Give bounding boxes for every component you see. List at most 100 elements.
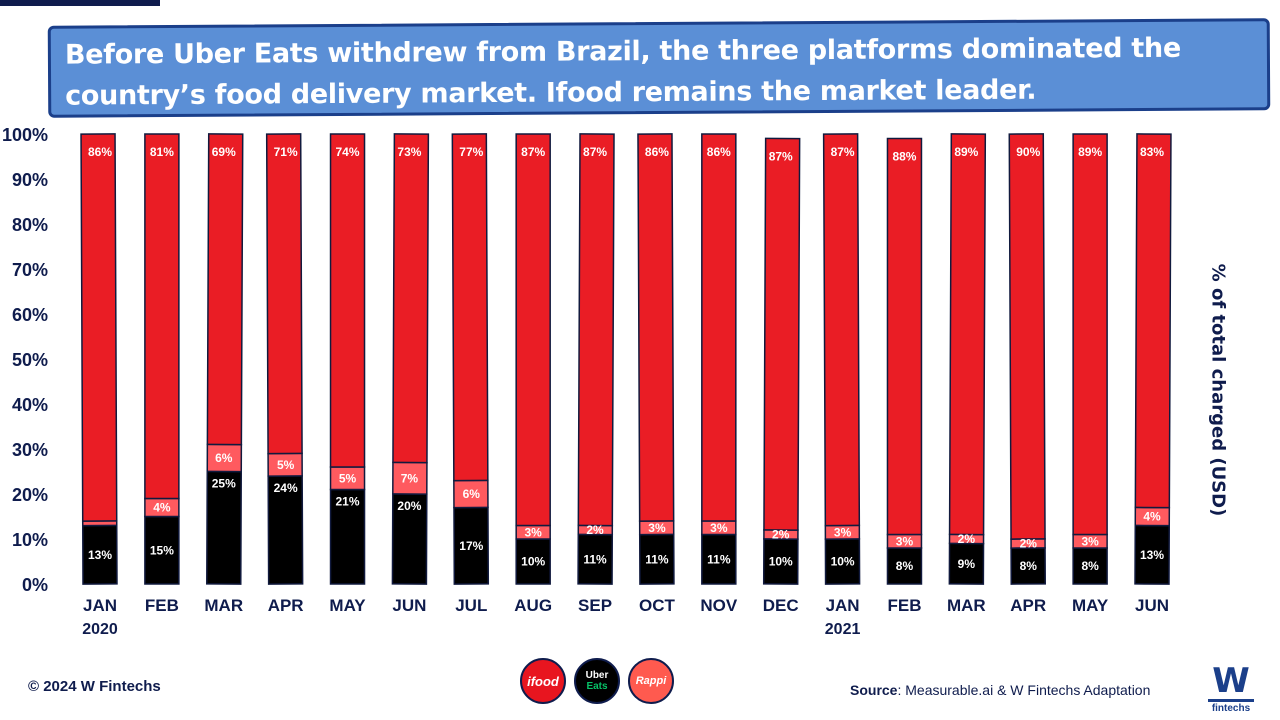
x-tick-label: AUG — [514, 596, 552, 615]
data-label-ifood: 81% — [150, 145, 174, 159]
y-tick-label: 40% — [12, 395, 48, 415]
bar-segment-ifood — [822, 133, 861, 527]
x-tick-label: JUN — [392, 596, 426, 615]
data-label-uber-eats: 8% — [1081, 559, 1099, 573]
y-tick-label: 10% — [12, 530, 48, 550]
brand-underline — [1208, 699, 1254, 702]
uber-eats-logo-icon: Uber Eats — [574, 658, 620, 704]
data-label-uber-eats: 10% — [831, 555, 855, 569]
data-label-uber-eats: 9% — [958, 557, 976, 571]
platform-logos: ifood Uber Eats Rappi — [520, 658, 674, 704]
x-tick-label: DEC — [763, 596, 799, 615]
data-label-ifood: 87% — [769, 150, 793, 164]
data-label-rappi: 2% — [958, 532, 976, 546]
source-text: : Measurable.ai & W Fintechs Adaptation — [897, 682, 1151, 698]
data-label-rappi: 2% — [772, 528, 790, 542]
uber-logo-text: Uber — [585, 670, 609, 681]
data-label-rappi: 6% — [215, 451, 233, 465]
data-label-rappi: 3% — [896, 534, 914, 548]
data-label-rappi: 3% — [834, 525, 852, 539]
data-label-ifood: 73% — [397, 145, 421, 159]
x-tick-label: SEP — [578, 596, 612, 615]
y-tick-label: 0% — [22, 575, 48, 595]
bar-segment-ifood — [886, 137, 923, 536]
y-tick-label: 30% — [12, 440, 48, 460]
x-tick-label: MAY — [1072, 596, 1109, 615]
data-label-uber-eats: 17% — [459, 539, 483, 553]
y-tick-label: 70% — [12, 260, 48, 280]
data-label-rappi: 6% — [463, 487, 481, 501]
stacked-bar-chart: 0% 10% 20% 30% 40% 50% 60% 70% 80% 90% 100% 86% 13% J… — [2, 125, 1172, 638]
data-label-rappi: 3% — [1081, 534, 1099, 548]
x-tick-label: FEB — [145, 596, 179, 615]
x-tick-label: APR — [268, 596, 304, 615]
data-label-ifood: 77% — [459, 145, 483, 159]
data-label-uber-eats: 25% — [212, 477, 236, 491]
data-label-rappi: 2% — [586, 523, 604, 537]
data-label-uber-eats: 10% — [521, 555, 545, 569]
data-label-uber-eats: 11% — [707, 552, 731, 566]
source-label: Source — [850, 682, 898, 698]
data-label-uber-eats: 10% — [769, 555, 793, 569]
bar-segment-ifood — [392, 133, 430, 464]
data-label-rappi: 3% — [525, 525, 543, 539]
x-tick-label: JUL — [455, 596, 487, 615]
bar-segment-ifood — [1008, 133, 1046, 540]
data-label-rappi: 2% — [1020, 537, 1038, 551]
x-tick-label: JAN — [826, 596, 860, 615]
x-tick-label: MAR — [204, 596, 243, 615]
chart-title: Before Uber Eats withdrew from Brazil, t… — [64, 32, 1182, 112]
y-tick-label: 50% — [12, 350, 48, 370]
source-note: Source: Measurable.ai & W Fintechs Adapt… — [850, 682, 1150, 698]
data-label-uber-eats: 11% — [645, 552, 669, 566]
data-label-rappi: 3% — [648, 521, 666, 535]
data-label-rappi: 5% — [339, 471, 357, 485]
bar-segment-ifood — [577, 133, 615, 527]
x-tick-label: MAY — [329, 596, 366, 615]
w-fintechs-brand-logo: W fintechs — [1206, 664, 1256, 714]
data-label-uber-eats: 11% — [583, 552, 607, 566]
bar-segment-ifood — [80, 133, 118, 522]
data-label-ifood: 87% — [521, 145, 545, 159]
brand-name: fintechs — [1211, 703, 1251, 714]
x-tick-label: OCT — [639, 596, 676, 615]
bar-segment-ifood — [451, 133, 489, 482]
y-tick-label: 100% — [2, 125, 48, 145]
bar-segment-ifood — [329, 133, 366, 468]
top-accent-strip — [0, 0, 160, 6]
bar-segment-ifood — [144, 133, 180, 500]
x-tick-label: JAN — [83, 596, 117, 615]
x-tick-label: FEB — [887, 596, 921, 615]
bar-segment-uber-eats — [329, 488, 366, 585]
bar-segment-uber-eats — [515, 538, 551, 585]
rappi-logo-icon: Rappi — [628, 658, 674, 704]
data-label-ifood: 83% — [1140, 145, 1164, 159]
x-tick-label: NOV — [700, 596, 738, 615]
y-tick-label: 90% — [12, 170, 48, 190]
data-label-ifood: 87% — [583, 145, 607, 159]
eats-logo-text: Eats — [586, 681, 608, 692]
data-label-uber-eats: 21% — [336, 495, 360, 509]
rappi-logo-text: Rappi — [635, 675, 667, 687]
ifood-logo-icon: ifood — [520, 658, 566, 704]
x-tick-year-label: 2021 — [825, 621, 861, 638]
bar-segment-uber-eats — [886, 547, 923, 585]
bar-segment-ifood — [637, 133, 675, 522]
y-tick-label: 20% — [12, 485, 48, 505]
bar-segment-uber-eats — [701, 533, 737, 585]
data-label-rappi: 7% — [401, 471, 419, 485]
data-label-rappi: 3% — [710, 521, 728, 535]
data-label-uber-eats: 24% — [274, 481, 298, 495]
bar-segment-ifood — [1134, 133, 1172, 509]
data-label-rappi: 5% — [277, 458, 295, 472]
data-label-ifood: 88% — [892, 150, 916, 164]
data-label-uber-eats: 13% — [88, 548, 112, 562]
bar-segment-ifood — [701, 133, 737, 522]
data-label-ifood: 90% — [1016, 145, 1040, 159]
bar-segment-ifood — [265, 133, 303, 455]
x-tick-year-label: 2020 — [82, 621, 118, 638]
brand-letter: W — [1212, 661, 1250, 701]
data-label-uber-eats: 8% — [1020, 559, 1038, 573]
data-label-ifood: 86% — [645, 145, 669, 159]
copyright-text: © 2024 W Fintechs — [28, 678, 161, 695]
